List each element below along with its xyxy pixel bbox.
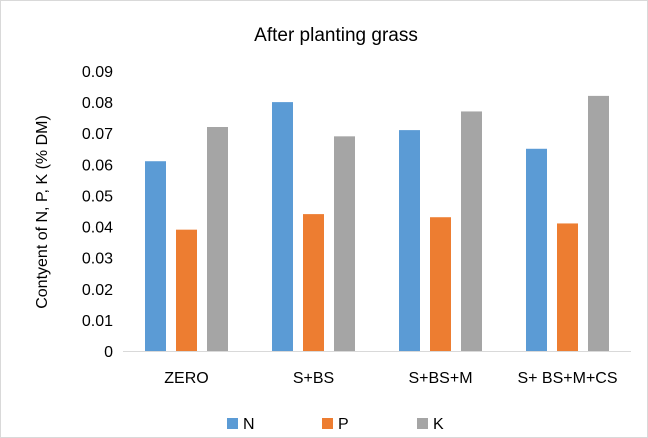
bar-p-4: [557, 223, 578, 351]
y-tick-label: 0.08: [82, 95, 113, 112]
bar-n-4: [526, 148, 547, 351]
legend-label-k: K: [433, 416, 444, 433]
legend-swatch-k: [417, 418, 428, 429]
bar-p-2: [303, 214, 324, 351]
legend-swatch-n: [227, 418, 238, 429]
bar-n-3: [399, 130, 420, 351]
x-tick-label: S+BS+M: [408, 370, 472, 387]
x-tick-label: ZERO: [164, 370, 208, 387]
y-axis-label: Contyent of N, P, K (% DM): [34, 115, 51, 309]
bar-p-1: [176, 229, 197, 351]
bars-group: [145, 95, 609, 351]
x-axis-ticks: ZERO S+BS S+BS+M S+ BS+M+CS: [164, 370, 617, 387]
y-tick-label: 0.05: [82, 188, 113, 205]
y-tick-label: 0.07: [82, 126, 113, 143]
bar-k-2: [334, 136, 355, 351]
chart-title: After planting grass: [254, 25, 418, 46]
y-tick-label: 0.06: [82, 157, 113, 174]
bar-p-3: [430, 217, 451, 351]
y-tick-label: 0.01: [82, 313, 113, 330]
bar-k-4: [588, 95, 609, 351]
bar-k-1: [207, 127, 228, 351]
bar-n-1: [145, 161, 166, 351]
y-tick-label: 0: [104, 344, 113, 361]
legend-label-p: P: [338, 416, 349, 433]
legend-swatch-p: [322, 418, 333, 429]
x-tick-label: S+BS: [293, 370, 334, 387]
bar-n-2: [272, 102, 293, 351]
y-tick-label: 0.04: [82, 220, 113, 237]
legend-label-n: N: [243, 416, 255, 433]
y-tick-label: 0.09: [82, 64, 113, 81]
y-tick-label: 0.03: [82, 251, 113, 268]
bar-k-3: [461, 111, 482, 351]
y-tick-label: 0.02: [82, 282, 113, 299]
x-tick-label: S+ BS+M+CS: [517, 370, 617, 387]
y-axis-ticks: 0 0.01 0.02 0.03 0.04 0.05 0.06 0.07 0.08 0.09: [82, 64, 113, 361]
